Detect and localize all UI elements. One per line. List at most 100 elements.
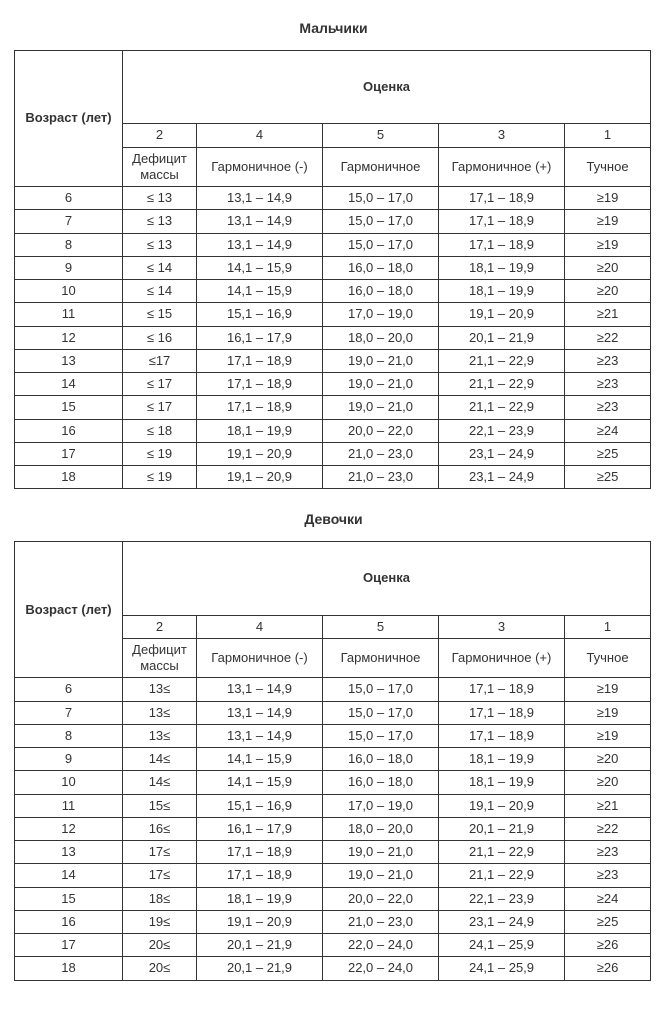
cell-c4: 19,1 – 20,9 bbox=[439, 303, 565, 326]
cell-c3: 20,0 – 22,0 bbox=[323, 419, 439, 442]
cell-c4: 18,1 – 19,9 bbox=[439, 280, 565, 303]
girls-title: Девочки bbox=[14, 511, 653, 527]
cell-c2: 17,1 – 18,9 bbox=[197, 373, 323, 396]
boys-title: Мальчики bbox=[14, 20, 653, 36]
cell-c2: 13,1 – 14,9 bbox=[197, 701, 323, 724]
cell-c5: ≥23 bbox=[565, 841, 651, 864]
table-row: 10≤ 1414,1 – 15,916,0 – 18,018,1 – 19,9≥… bbox=[15, 280, 651, 303]
cell-c2: 16,1 – 17,9 bbox=[197, 817, 323, 840]
cell-c1: ≤ 14 bbox=[123, 256, 197, 279]
cell-c2: 17,1 – 18,9 bbox=[197, 841, 323, 864]
cell-c4: 21,1 – 22,9 bbox=[439, 349, 565, 372]
cell-age: 9 bbox=[15, 748, 123, 771]
cell-c1: ≤ 18 bbox=[123, 419, 197, 442]
cell-age: 6 bbox=[15, 187, 123, 210]
cell-age: 16 bbox=[15, 910, 123, 933]
cell-c5: ≥21 bbox=[565, 303, 651, 326]
cell-c3: 15,0 – 17,0 bbox=[323, 678, 439, 701]
cell-c1: 20≤ bbox=[123, 934, 197, 957]
cell-c2: 14,1 – 15,9 bbox=[197, 280, 323, 303]
cell-c3: 19,0 – 21,0 bbox=[323, 373, 439, 396]
cell-c3: 19,0 – 21,0 bbox=[323, 349, 439, 372]
cell-c4: 17,1 – 18,9 bbox=[439, 701, 565, 724]
boys-tbody: 6≤ 1313,1 – 14,915,0 – 17,017,1 – 18,9≥1… bbox=[15, 187, 651, 489]
cell-c2: 13,1 – 14,9 bbox=[197, 187, 323, 210]
cell-age: 15 bbox=[15, 887, 123, 910]
cell-c1: ≤ 19 bbox=[123, 442, 197, 465]
table-row: 9≤ 1414,1 – 15,916,0 – 18,018,1 – 19,9≥2… bbox=[15, 256, 651, 279]
cell-age: 11 bbox=[15, 794, 123, 817]
cell-c2: 20,1 – 21,9 bbox=[197, 934, 323, 957]
girls-collbl-1: Гармоничное (-) bbox=[197, 638, 323, 678]
cell-c5: ≥19 bbox=[565, 724, 651, 747]
cell-c4: 21,1 – 22,9 bbox=[439, 396, 565, 419]
cell-c3: 15,0 – 17,0 bbox=[323, 701, 439, 724]
cell-c1: 14≤ bbox=[123, 748, 197, 771]
cell-c3: 17,0 – 19,0 bbox=[323, 303, 439, 326]
table-row: 14≤ 1717,1 – 18,919,0 – 21,021,1 – 22,9≥… bbox=[15, 373, 651, 396]
cell-c1: ≤ 13 bbox=[123, 187, 197, 210]
table-row: 1014≤14,1 – 15,916,0 – 18,018,1 – 19,9≥2… bbox=[15, 771, 651, 794]
cell-c1: ≤ 14 bbox=[123, 280, 197, 303]
cell-c4: 24,1 – 25,9 bbox=[439, 957, 565, 980]
boys-collbl-4: Тучное bbox=[565, 147, 651, 187]
cell-c5: ≥21 bbox=[565, 794, 651, 817]
cell-c3: 16,0 – 18,0 bbox=[323, 748, 439, 771]
cell-c4: 20,1 – 21,9 bbox=[439, 817, 565, 840]
cell-c1: 16≤ bbox=[123, 817, 197, 840]
cell-c5: ≥19 bbox=[565, 233, 651, 256]
girls-colnum-2: 5 bbox=[323, 615, 439, 638]
table-row: 13≤1717,1 – 18,919,0 – 21,021,1 – 22,9≥2… bbox=[15, 349, 651, 372]
cell-c1: 15≤ bbox=[123, 794, 197, 817]
cell-c4: 23,1 – 24,9 bbox=[439, 910, 565, 933]
cell-c3: 18,0 – 20,0 bbox=[323, 326, 439, 349]
cell-c5: ≥23 bbox=[565, 349, 651, 372]
cell-c5: ≥20 bbox=[565, 748, 651, 771]
cell-c1: ≤17 bbox=[123, 349, 197, 372]
cell-c2: 19,1 – 20,9 bbox=[197, 466, 323, 489]
cell-c1: 13≤ bbox=[123, 701, 197, 724]
cell-c1: ≤ 13 bbox=[123, 233, 197, 256]
cell-c5: ≥20 bbox=[565, 256, 651, 279]
cell-c3: 16,0 – 18,0 bbox=[323, 280, 439, 303]
cell-c3: 19,0 – 21,0 bbox=[323, 841, 439, 864]
cell-c1: ≤ 15 bbox=[123, 303, 197, 326]
boys-score-header: Оценка bbox=[123, 51, 651, 124]
table-row: 1317≤17,1 – 18,919,0 – 21,021,1 – 22,9≥2… bbox=[15, 841, 651, 864]
boys-table: Возраст (лет) Оценка 2 4 5 3 1 Дефицит м… bbox=[14, 50, 651, 489]
cell-c3: 21,0 – 23,0 bbox=[323, 466, 439, 489]
table-row: 1518≤18,1 – 19,920,0 – 22,022,1 – 23,9≥2… bbox=[15, 887, 651, 910]
boys-collbl-2: Гармоничное bbox=[323, 147, 439, 187]
boys-colnum-4: 1 bbox=[565, 124, 651, 147]
cell-c2: 14,1 – 15,9 bbox=[197, 256, 323, 279]
cell-c3: 15,0 – 17,0 bbox=[323, 210, 439, 233]
cell-age: 14 bbox=[15, 864, 123, 887]
cell-age: 6 bbox=[15, 678, 123, 701]
cell-c3: 17,0 – 19,0 bbox=[323, 794, 439, 817]
cell-c3: 20,0 – 22,0 bbox=[323, 887, 439, 910]
cell-c2: 17,1 – 18,9 bbox=[197, 864, 323, 887]
girls-collbl-4: Тучное bbox=[565, 638, 651, 678]
girls-colnum-1: 4 bbox=[197, 615, 323, 638]
cell-c2: 13,1 – 14,9 bbox=[197, 724, 323, 747]
cell-c5: ≥20 bbox=[565, 771, 651, 794]
cell-c3: 15,0 – 17,0 bbox=[323, 187, 439, 210]
cell-c2: 19,1 – 20,9 bbox=[197, 910, 323, 933]
cell-age: 12 bbox=[15, 817, 123, 840]
cell-c4: 23,1 – 24,9 bbox=[439, 466, 565, 489]
table-row: 613≤13,1 – 14,915,0 – 17,017,1 – 18,9≥19 bbox=[15, 678, 651, 701]
cell-age: 8 bbox=[15, 233, 123, 256]
boys-colnum-2: 5 bbox=[323, 124, 439, 147]
cell-c1: 14≤ bbox=[123, 771, 197, 794]
boys-colnum-1: 4 bbox=[197, 124, 323, 147]
cell-c3: 15,0 – 17,0 bbox=[323, 233, 439, 256]
girls-table: Возраст (лет) Оценка 2 4 5 3 1 Дефицит м… bbox=[14, 541, 651, 980]
table-row: 15≤ 1717,1 – 18,919,0 – 21,021,1 – 22,9≥… bbox=[15, 396, 651, 419]
cell-age: 9 bbox=[15, 256, 123, 279]
cell-c2: 17,1 – 18,9 bbox=[197, 349, 323, 372]
cell-age: 10 bbox=[15, 280, 123, 303]
cell-age: 11 bbox=[15, 303, 123, 326]
cell-c3: 19,0 – 21,0 bbox=[323, 396, 439, 419]
table-row: 8≤ 1313,1 – 14,915,0 – 17,017,1 – 18,9≥1… bbox=[15, 233, 651, 256]
cell-c4: 17,1 – 18,9 bbox=[439, 187, 565, 210]
